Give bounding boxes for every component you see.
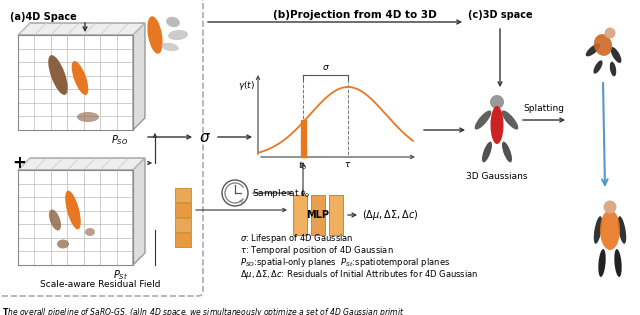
Ellipse shape (586, 43, 600, 56)
Ellipse shape (605, 27, 616, 38)
Text: $\sigma$: Lifespan of 4D Gaussian: $\sigma$: Lifespan of 4D Gaussian (240, 232, 353, 245)
Ellipse shape (490, 95, 504, 109)
Bar (175, 203, 191, 217)
Text: $P_{SO}$:spatial-only planes  $P_{St}$:spatiotemporal planes: $P_{SO}$:spatial-only planes $P_{St}$:sp… (240, 256, 450, 269)
Ellipse shape (600, 210, 620, 250)
Ellipse shape (594, 216, 602, 244)
Text: Sample at $t_0$: Sample at $t_0$ (252, 186, 310, 199)
Ellipse shape (502, 142, 512, 163)
Ellipse shape (614, 249, 621, 277)
FancyBboxPatch shape (0, 0, 203, 296)
Polygon shape (18, 35, 133, 130)
Ellipse shape (482, 142, 492, 163)
Ellipse shape (593, 60, 603, 74)
Bar (175, 233, 191, 247)
Ellipse shape (611, 47, 621, 63)
Text: $\tau$: $\tau$ (344, 160, 352, 169)
Ellipse shape (166, 17, 180, 27)
Text: $\bf{T}$he overall pipeline of SaRO-GS. (a)In 4D space, we simultaneously optimi: $\bf{T}$he overall pipeline of SaRO-GS. … (2, 306, 404, 315)
Ellipse shape (65, 191, 81, 229)
Ellipse shape (147, 16, 163, 54)
Text: (a)4D Space: (a)4D Space (10, 12, 77, 22)
Ellipse shape (610, 62, 616, 77)
Ellipse shape (49, 209, 61, 231)
Ellipse shape (475, 111, 492, 129)
Ellipse shape (618, 216, 626, 244)
Bar (175, 218, 191, 232)
Polygon shape (18, 158, 145, 170)
Ellipse shape (168, 30, 188, 40)
Polygon shape (18, 23, 145, 35)
Ellipse shape (598, 249, 605, 277)
Text: MLP: MLP (307, 210, 330, 220)
Ellipse shape (490, 106, 504, 144)
Text: $P_{SO}$: $P_{SO}$ (111, 133, 128, 147)
Ellipse shape (57, 239, 69, 249)
Text: Splatting: Splatting (524, 104, 564, 113)
Circle shape (222, 180, 248, 206)
Ellipse shape (161, 43, 179, 51)
Bar (329, 195, 343, 235)
Text: (c)3D space: (c)3D space (468, 10, 532, 20)
Text: 3D Gaussians: 3D Gaussians (467, 172, 528, 181)
Ellipse shape (48, 55, 68, 95)
Text: $\sigma$: $\sigma$ (321, 63, 330, 72)
Ellipse shape (502, 111, 518, 129)
Bar (311, 195, 325, 235)
Text: +: + (12, 154, 26, 172)
Ellipse shape (72, 61, 88, 95)
Bar (293, 195, 307, 235)
Ellipse shape (594, 34, 612, 56)
Ellipse shape (77, 112, 99, 122)
Text: (b)Projection from 4D to 3D: (b)Projection from 4D to 3D (273, 10, 437, 20)
Text: $P_{St}$: $P_{St}$ (113, 268, 128, 282)
Text: $(\Delta\mu,\Delta\Sigma,\Delta c)$: $(\Delta\mu,\Delta\Sigma,\Delta c)$ (362, 208, 419, 222)
Bar (175, 188, 191, 202)
Text: $\sigma$: $\sigma$ (199, 129, 211, 145)
Polygon shape (133, 23, 145, 130)
Text: $t_0$: $t_0$ (298, 160, 308, 173)
Text: $\tau$: Temporal position of 4D Gaussian: $\tau$: Temporal position of 4D Gaussian (240, 244, 394, 257)
Text: Scale-aware Residual Field: Scale-aware Residual Field (40, 280, 160, 289)
Ellipse shape (604, 201, 616, 214)
Text: $\Delta\mu,\Delta\Sigma,\Delta c$: Residuals of Initial Attributes for 4D Gaussi: $\Delta\mu,\Delta\Sigma,\Delta c$: Resid… (240, 268, 478, 281)
Polygon shape (18, 170, 133, 265)
Ellipse shape (85, 228, 95, 236)
Polygon shape (133, 158, 145, 265)
Text: $\gamma(t)$: $\gamma(t)$ (238, 78, 255, 91)
